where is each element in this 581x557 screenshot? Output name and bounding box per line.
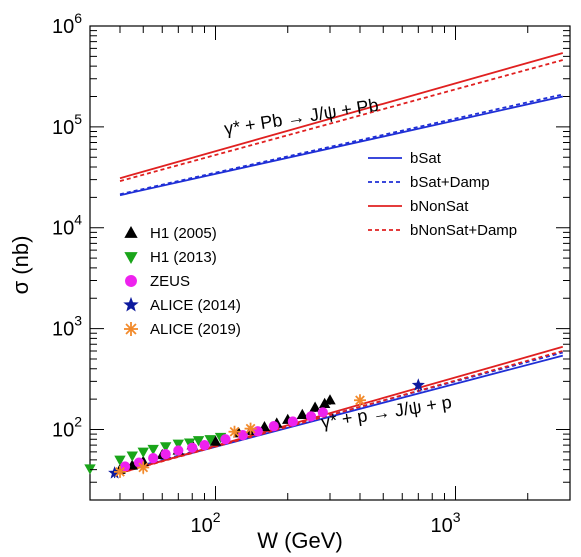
- process-label: γ* + Pb → J/ψ + Pb: [223, 95, 380, 139]
- data-point: [148, 453, 159, 464]
- data-point: [296, 408, 309, 419]
- data-point: [147, 444, 159, 456]
- x-axis-title: W (GeV): [257, 528, 343, 553]
- data-point: [318, 397, 331, 408]
- legend-marker-sample: [124, 226, 138, 238]
- data-point: [137, 447, 149, 458]
- data-point: [220, 434, 231, 445]
- x-tick-label: 102: [190, 509, 220, 537]
- legend-label: ZEUS: [150, 273, 190, 290]
- legend-label: bNonSat+Damp: [410, 222, 517, 239]
- y-tick-label: 106: [52, 10, 82, 38]
- data-point: [209, 435, 222, 446]
- legend-label: bSat+Damp: [410, 174, 490, 191]
- curve-pb-bsat-damp: [119, 93, 563, 196]
- legend-marker-sample: [125, 275, 137, 287]
- legend-label: ALICE (2019): [150, 321, 241, 338]
- curve-pb-bsat: [119, 95, 563, 197]
- data-point: [204, 435, 216, 446]
- data-point: [353, 394, 366, 407]
- data-point: [199, 440, 210, 451]
- x-axis-ticks: 102 103: [89, 26, 571, 537]
- data-point: [126, 451, 138, 462]
- y-axis-title: σ (nb): [8, 236, 33, 295]
- curve-legend: bSat bSat+Damp bNonSat bNonSat+Damp: [368, 150, 517, 239]
- legend-label: H1 (2005): [150, 225, 217, 242]
- curve-pb-bnonsat: [119, 52, 564, 180]
- data-point: [268, 421, 279, 432]
- legend-marker-sample: [124, 252, 138, 264]
- data-legend: H1 (2005) H1 (2013) ZEUS ALICE (2014) ALICE …: [123, 225, 241, 338]
- data-point: [411, 378, 425, 391]
- data-point: [137, 461, 150, 474]
- data-points: [84, 378, 425, 479]
- data-point: [159, 442, 172, 453]
- data-point: [173, 445, 184, 456]
- legend-label: H1 (2013): [150, 249, 217, 266]
- legend-label: bSat: [410, 150, 442, 167]
- legend-marker-sample: [123, 296, 139, 312]
- legend-marker-sample: [124, 322, 138, 336]
- data-point: [287, 416, 298, 427]
- data-point: [160, 449, 171, 460]
- data-point: [305, 411, 317, 422]
- data-point: [324, 394, 336, 405]
- data-point: [113, 465, 126, 478]
- data-point: [187, 442, 198, 453]
- x-tick-label: 103: [430, 509, 460, 537]
- data-point: [228, 425, 241, 438]
- data-point: [309, 401, 321, 412]
- y-axis-ticks: 102 103 104 105 106: [52, 10, 570, 501]
- y-tick-label: 102: [52, 413, 82, 441]
- legend-label: bNonSat: [410, 198, 469, 215]
- y-tick-label: 103: [52, 313, 82, 341]
- legend-label: ALICE (2014): [150, 297, 241, 314]
- data-point: [317, 407, 328, 418]
- data-point: [114, 455, 126, 466]
- data-point: [192, 436, 205, 447]
- y-tick-label: 105: [52, 111, 82, 139]
- data-point: [244, 422, 257, 435]
- data-point: [172, 439, 185, 450]
- y-tick-label: 104: [52, 212, 82, 240]
